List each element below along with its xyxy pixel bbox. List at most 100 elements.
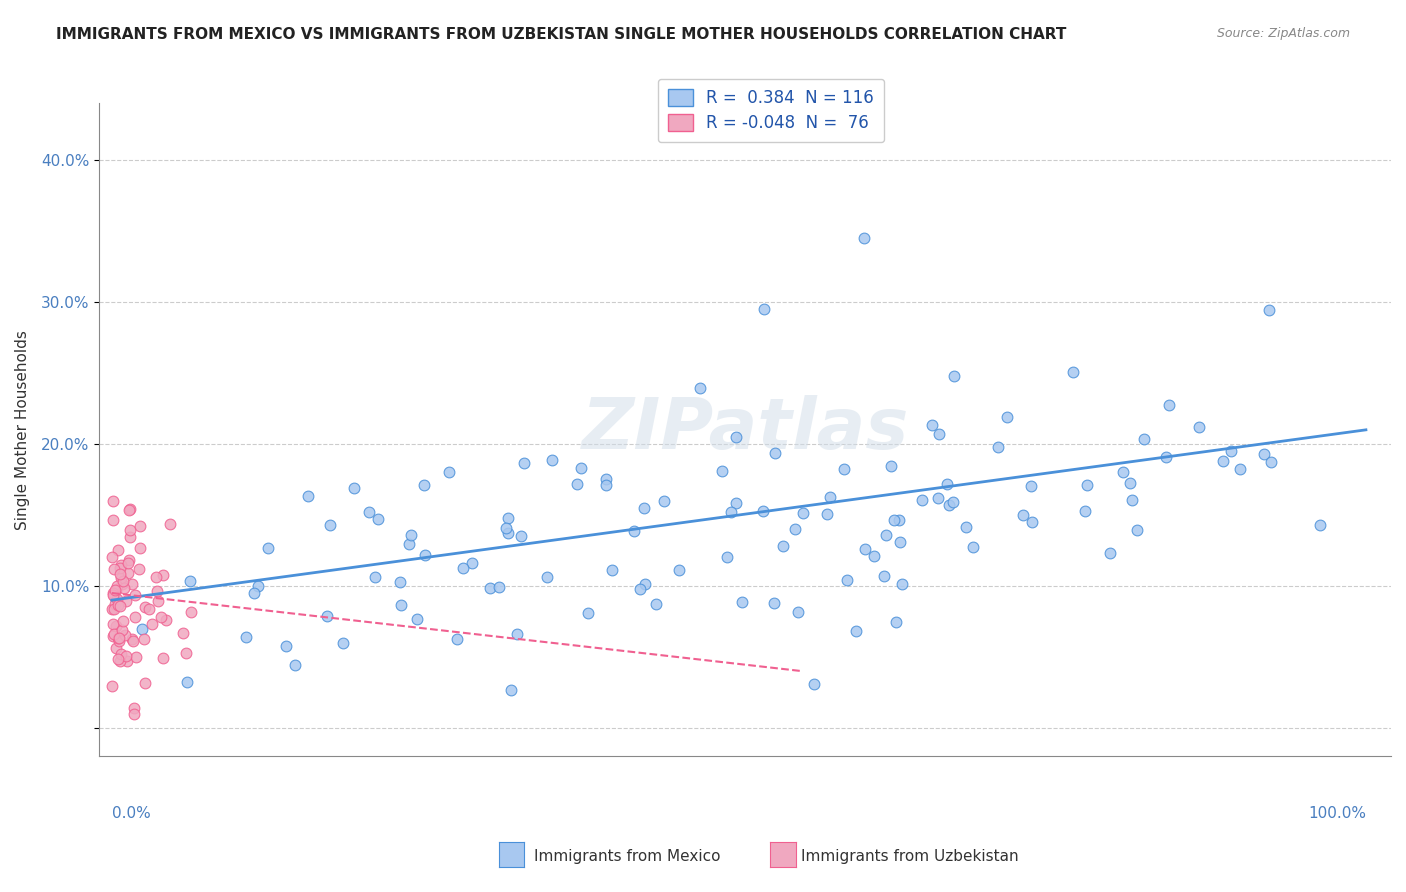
Point [987,440,1010,454]
Point [803,676,825,690]
Point [101,629,124,643]
Point [367,511,389,525]
Point [134,675,156,690]
Point [623,524,645,538]
Point [633,500,655,515]
Point [1098,546,1121,560]
Point [107,652,129,666]
Point [962,541,984,555]
Point [118,530,141,544]
Point [1126,524,1149,538]
Point [437,465,460,479]
Point [101,679,124,693]
Point [835,574,858,588]
Point [853,231,876,245]
Point [105,592,128,607]
Point [1074,504,1097,518]
Point [145,570,167,584]
Point [107,598,129,612]
Point [103,494,125,508]
Point [332,635,354,649]
Point [179,574,201,588]
Point [107,543,129,558]
Point [853,541,876,556]
Point [124,588,146,602]
Point [274,639,297,653]
Point [911,493,934,508]
Point [103,589,125,603]
Point [152,651,174,665]
Point [146,594,169,608]
Text: Immigrants from Uzbekistan: Immigrants from Uzbekistan [801,849,1019,863]
Point [104,618,127,632]
Point [889,534,911,549]
Point [792,506,814,520]
Point [235,630,257,644]
Y-axis label: Single Mother Households: Single Mother Households [15,330,30,530]
Point [1154,450,1177,464]
Point [820,490,842,504]
Point [122,706,145,721]
Point [117,557,139,571]
Point [724,496,747,510]
Point [103,602,125,616]
Point [406,612,429,626]
Point [815,507,838,521]
Point [595,472,617,486]
Point [101,585,124,599]
Point [128,519,150,533]
Point [928,426,950,441]
Point [873,568,896,582]
Point [155,613,177,627]
Point [132,632,155,647]
Point [389,599,412,613]
Point [540,453,562,467]
Point [1258,303,1281,318]
Point [103,626,125,640]
Point [128,562,150,576]
Point [1220,443,1243,458]
Point [720,505,742,519]
Point [752,504,775,518]
Point [668,563,690,577]
Point [357,505,380,519]
Point [242,586,264,600]
Point [495,521,517,535]
Point [1309,518,1331,533]
Point [141,616,163,631]
Point [567,477,589,491]
Point [845,624,868,638]
Point [110,561,132,575]
Point [883,513,905,527]
Point [146,584,169,599]
Point [124,701,146,715]
Point [129,541,152,556]
Point [832,461,855,475]
Point [1260,455,1282,469]
Point [652,494,675,508]
Point [506,627,529,641]
Point [451,560,474,574]
Point [107,634,129,648]
Point [398,537,420,551]
Point [115,649,138,664]
Point [110,558,132,573]
Point [399,528,422,542]
Point [446,632,468,647]
Point [536,570,558,584]
Point [101,616,124,631]
Point [297,489,319,503]
Point [772,539,794,553]
Point [152,567,174,582]
Text: 100.0%: 100.0% [1308,805,1365,821]
Point [121,632,143,646]
Point [752,302,775,317]
Point [159,516,181,531]
Point [1011,508,1033,523]
Point [388,574,411,589]
Text: Source: ZipAtlas.com: Source: ZipAtlas.com [1216,27,1350,40]
Text: ZIPatlas: ZIPatlas [582,395,908,465]
Point [120,501,142,516]
Point [496,525,519,540]
Point [121,633,143,648]
